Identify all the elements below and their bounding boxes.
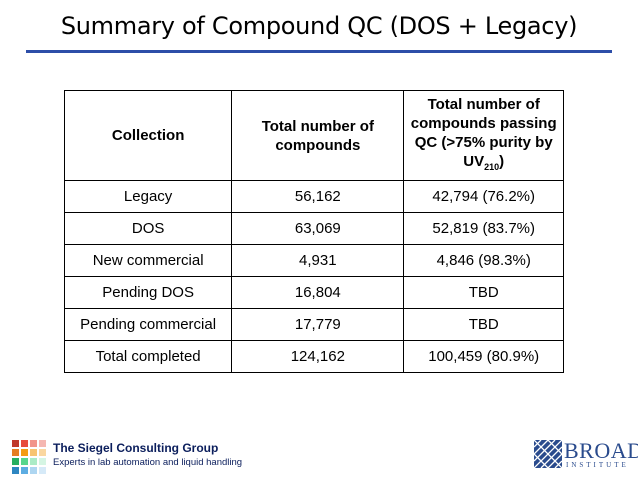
logo-square xyxy=(39,440,46,447)
cell-passing: 100,459 (80.9%) xyxy=(403,340,564,373)
cell-collection: Total completed xyxy=(63,340,233,373)
header-passing-end: ) xyxy=(499,152,505,170)
cell-collection: Pending DOS xyxy=(63,276,233,309)
table-row: DOS 63,069 52,819 (83.7%) xyxy=(63,212,564,245)
broad-institute-logo: BROAD INSTITUTE xyxy=(534,438,638,470)
logo-square xyxy=(12,467,19,474)
header-total-text: Total number of compounds xyxy=(261,117,374,154)
logo-square xyxy=(39,449,46,456)
cell-passing: 4,846 (98.3%) xyxy=(403,244,564,277)
logo-square xyxy=(30,467,37,474)
logo-square xyxy=(21,440,28,447)
logo-square xyxy=(39,467,46,474)
cell-total: 124,162 xyxy=(231,340,405,373)
logo-square xyxy=(12,440,19,447)
cell-collection: New commercial xyxy=(63,244,233,277)
broad-wordmark: BROAD xyxy=(564,438,638,463)
logo-square xyxy=(21,449,28,456)
cell-passing: TBD xyxy=(403,276,564,309)
broad-subtitle: INSTITUTE xyxy=(566,461,629,469)
cell-total: 63,069 xyxy=(231,212,405,245)
header-passing-sub: 210 xyxy=(484,161,500,172)
siegel-logo-icon xyxy=(12,440,46,474)
table-row: Total completed 124,162 100,459 (80.9%) xyxy=(63,340,564,373)
cell-collection: Pending commercial xyxy=(63,308,233,341)
table-row: Pending DOS 16,804 TBD xyxy=(63,276,564,309)
qc-summary-table: Collection Total number of compounds Tot… xyxy=(63,90,564,373)
logo-square xyxy=(30,440,37,447)
logo-square xyxy=(39,458,46,465)
cell-collection: DOS xyxy=(63,212,233,245)
slide-title: Summary of Compound QC (DOS + Legacy) xyxy=(60,12,578,40)
logo-square xyxy=(21,467,28,474)
logo-square xyxy=(30,449,37,456)
logo-square xyxy=(12,458,19,465)
company-tagline: Experts in lab automation and liquid han… xyxy=(53,457,243,468)
table-row: New commercial 4,931 4,846 (98.3%) xyxy=(63,244,564,277)
company-name: The Siegel Consulting Group xyxy=(53,441,219,455)
table-header-row: Collection Total number of compounds Tot… xyxy=(63,90,564,181)
cell-passing: TBD xyxy=(403,308,564,341)
header-passing-main: Total number of compounds passing QC (>7… xyxy=(410,95,557,170)
logo-square xyxy=(30,458,37,465)
table-row: Legacy 56,162 42,794 (76.2%) xyxy=(63,180,564,213)
title-divider xyxy=(26,50,612,53)
cell-total: 4,931 xyxy=(231,244,405,277)
header-collection: Collection xyxy=(63,90,233,181)
cell-passing: 52,819 (83.7%) xyxy=(403,212,564,245)
header-total: Total number of compounds xyxy=(231,90,405,181)
broad-mark-icon xyxy=(534,440,562,468)
header-passing: Total number of compounds passing QC (>7… xyxy=(403,90,564,181)
cell-total: 16,804 xyxy=(231,276,405,309)
logo-square xyxy=(12,449,19,456)
cell-passing: 42,794 (76.2%) xyxy=(403,180,564,213)
cell-total: 56,162 xyxy=(231,180,405,213)
cell-total: 17,779 xyxy=(231,308,405,341)
table-row: Pending commercial 17,779 TBD xyxy=(63,308,564,341)
logo-square xyxy=(21,458,28,465)
cell-collection: Legacy xyxy=(63,180,233,213)
